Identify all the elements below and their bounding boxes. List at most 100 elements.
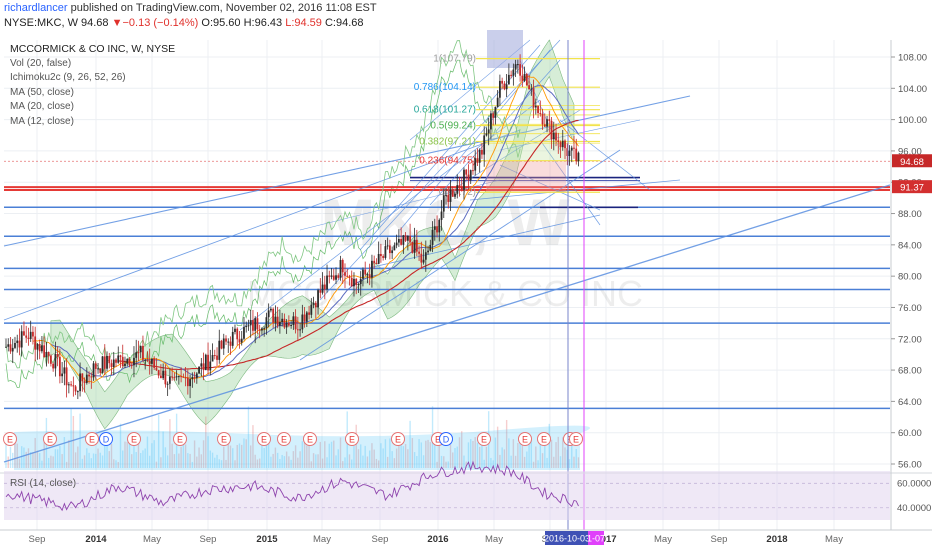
candle-body	[393, 245, 396, 251]
trend-line	[469, 179, 681, 201]
volume-bar	[409, 420, 411, 468]
candle-body	[211, 355, 214, 362]
candle-body	[303, 314, 306, 322]
candle-body	[555, 132, 557, 141]
candle-body	[386, 245, 389, 247]
rsi-label[interactable]: RSI (14, close)	[10, 478, 77, 489]
candle-body	[7, 344, 10, 347]
candle-body	[63, 367, 66, 374]
candle-body	[483, 135, 486, 155]
candle-body	[472, 170, 474, 172]
candle-body	[81, 373, 84, 382]
candle-body	[227, 341, 230, 343]
volume-bar	[63, 437, 66, 468]
candle-body	[507, 74, 510, 85]
trend-line	[359, 44, 541, 251]
volume-bar	[29, 452, 32, 468]
volume-bar	[108, 451, 110, 468]
candle-body	[61, 373, 64, 377]
candle-body	[532, 88, 535, 108]
earnings-marker-label: E	[261, 435, 267, 445]
candle-body	[103, 356, 106, 369]
legend-item-ma20[interactable]: MA (20, close)	[10, 101, 74, 112]
volume-bar	[326, 457, 328, 468]
legend-item-ma50[interactable]: MA (50, close)	[10, 86, 74, 98]
volume-bar	[9, 446, 12, 468]
candle-body	[312, 302, 315, 305]
volume-bar	[564, 447, 566, 468]
volume-bar	[254, 454, 256, 468]
candle-body	[539, 113, 542, 115]
candle-body	[570, 147, 573, 151]
rsi-pane[interactable]: 60.0000 40.0000	[0, 460, 932, 520]
volume-bar	[510, 455, 512, 468]
candle-body	[400, 239, 403, 245]
candle-body	[523, 73, 526, 81]
candle-body	[359, 278, 362, 285]
earnings-marker-icon	[391, 432, 405, 446]
volume-bar	[398, 437, 400, 468]
volume-bar	[272, 453, 274, 468]
volume-bar	[279, 458, 281, 468]
candle-body	[151, 358, 153, 364]
volume-bar	[294, 445, 297, 468]
earnings-marker-label: E	[541, 435, 547, 445]
volume-bar	[247, 406, 250, 468]
volume-bar	[342, 461, 344, 468]
candle-body	[99, 368, 102, 373]
volume-bar	[218, 459, 220, 468]
volume-bar	[47, 457, 50, 468]
volume-bar	[113, 459, 115, 468]
volume-bar	[12, 452, 14, 468]
volume-bar	[148, 455, 151, 468]
price-tick-label: 100.00	[898, 115, 927, 126]
legend-item-ma12[interactable]: MA (12, close)	[10, 115, 74, 127]
date-cursor-badge-label: 2016-10-03	[544, 534, 590, 544]
candle-body	[106, 356, 108, 369]
candle-body	[182, 376, 185, 378]
volume-bar	[70, 408, 72, 468]
volume-bar	[14, 438, 16, 468]
candle-body	[335, 275, 337, 280]
volume-bar	[375, 458, 378, 468]
candle-body	[128, 358, 131, 366]
candle-body	[108, 356, 111, 364]
legend-item-vol[interactable]: Vol (20, false)	[10, 57, 72, 69]
high-value: H:96.43	[243, 17, 283, 29]
candle-body	[72, 385, 75, 387]
volume-bar	[481, 438, 483, 468]
candle-body	[177, 376, 180, 378]
candle-body	[45, 351, 48, 358]
volume-bar	[472, 440, 474, 468]
volume-bar	[162, 431, 164, 468]
candle-body	[162, 370, 165, 379]
candle-body	[56, 354, 59, 357]
volume-bar	[461, 431, 463, 468]
ma-50-line	[118, 119, 579, 371]
candle-body	[344, 272, 346, 276]
volume-bar	[562, 437, 564, 468]
volume-bar	[285, 451, 288, 468]
price-tick-label: 56.00	[898, 460, 922, 471]
volume-bar	[200, 454, 203, 468]
candle-body	[516, 64, 519, 66]
volume-bar	[288, 456, 290, 468]
volume-bar	[348, 454, 351, 468]
volume-bar	[438, 445, 440, 468]
volume-bar	[72, 415, 75, 468]
candle-body	[184, 377, 187, 379]
earnings-markers: EEEDEEEEEEEEEDEEEEE	[3, 432, 583, 446]
volume-bar	[207, 436, 209, 468]
volume-bar	[229, 445, 232, 468]
volume-bar	[81, 458, 84, 468]
author-link[interactable]: richardlancer	[4, 2, 68, 14]
legend-item-ichimoku[interactable]: Ichimoku2c (9, 26, 52, 26)	[10, 72, 126, 83]
candle-body	[481, 149, 483, 155]
candle-body	[97, 368, 99, 370]
price-tick-label: 68.00	[898, 366, 922, 377]
volume-bar	[463, 455, 465, 468]
volume-bar	[142, 450, 144, 468]
candle-body	[406, 235, 409, 241]
candle-body	[90, 376, 93, 378]
